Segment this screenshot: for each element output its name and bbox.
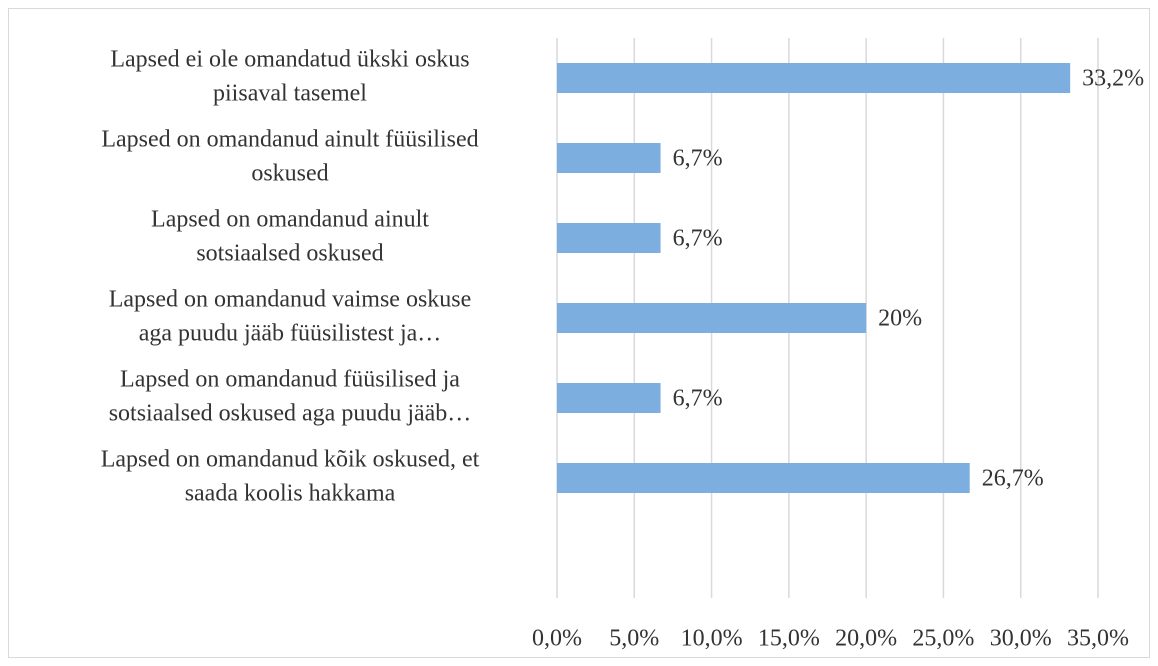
x-tick-label: 5,0% bbox=[609, 626, 659, 652]
bar bbox=[557, 383, 661, 413]
bar bbox=[557, 463, 970, 493]
bar bbox=[557, 303, 867, 333]
data-label: 6,7% bbox=[673, 226, 723, 252]
y-tick-label: sotsiaalsed oskused aga puudu jääb… bbox=[109, 401, 472, 427]
x-tick-label: 35,0% bbox=[1067, 626, 1129, 652]
x-tick-label: 30,0% bbox=[990, 626, 1052, 652]
bar bbox=[557, 223, 661, 253]
data-label: 6,7% bbox=[673, 386, 723, 412]
y-tick-label: saada koolis hakkama bbox=[185, 481, 396, 507]
y-tick-label: Lapsed on omandanud füüsilised ja bbox=[120, 367, 460, 393]
data-label: 6,7% bbox=[673, 146, 723, 172]
bar bbox=[557, 143, 661, 173]
data-label: 26,7% bbox=[982, 466, 1044, 492]
x-tick-label: 25,0% bbox=[912, 626, 974, 652]
y-tick-label: oskused bbox=[251, 161, 328, 187]
y-tick-label: Lapsed on omandanud ainult füüsilised bbox=[101, 127, 478, 153]
x-tick-label: 20,0% bbox=[835, 626, 897, 652]
x-tick-label: 15,0% bbox=[758, 626, 820, 652]
y-tick-label: Lapsed on omandanud kõik oskused, et bbox=[101, 447, 480, 473]
y-tick-label: Lapsed on omandanud ainult bbox=[151, 207, 429, 233]
data-label: 20% bbox=[878, 306, 922, 332]
y-tick-label: piisaval tasemel bbox=[213, 81, 367, 107]
y-tick-label: aga puudu jääb füüsilistest ja… bbox=[139, 321, 442, 347]
bar bbox=[557, 63, 1071, 93]
x-tick-label: 0,0% bbox=[532, 626, 582, 652]
y-tick-label: Lapsed ei ole omandatud ükski oskus bbox=[110, 47, 469, 73]
x-tick-label: 10,0% bbox=[681, 626, 743, 652]
y-tick-label: sotsiaalsed oskused bbox=[196, 241, 383, 267]
y-tick-label: Lapsed on omandanud vaimse oskuse bbox=[109, 287, 472, 313]
data-label: 33,2% bbox=[1082, 66, 1144, 92]
